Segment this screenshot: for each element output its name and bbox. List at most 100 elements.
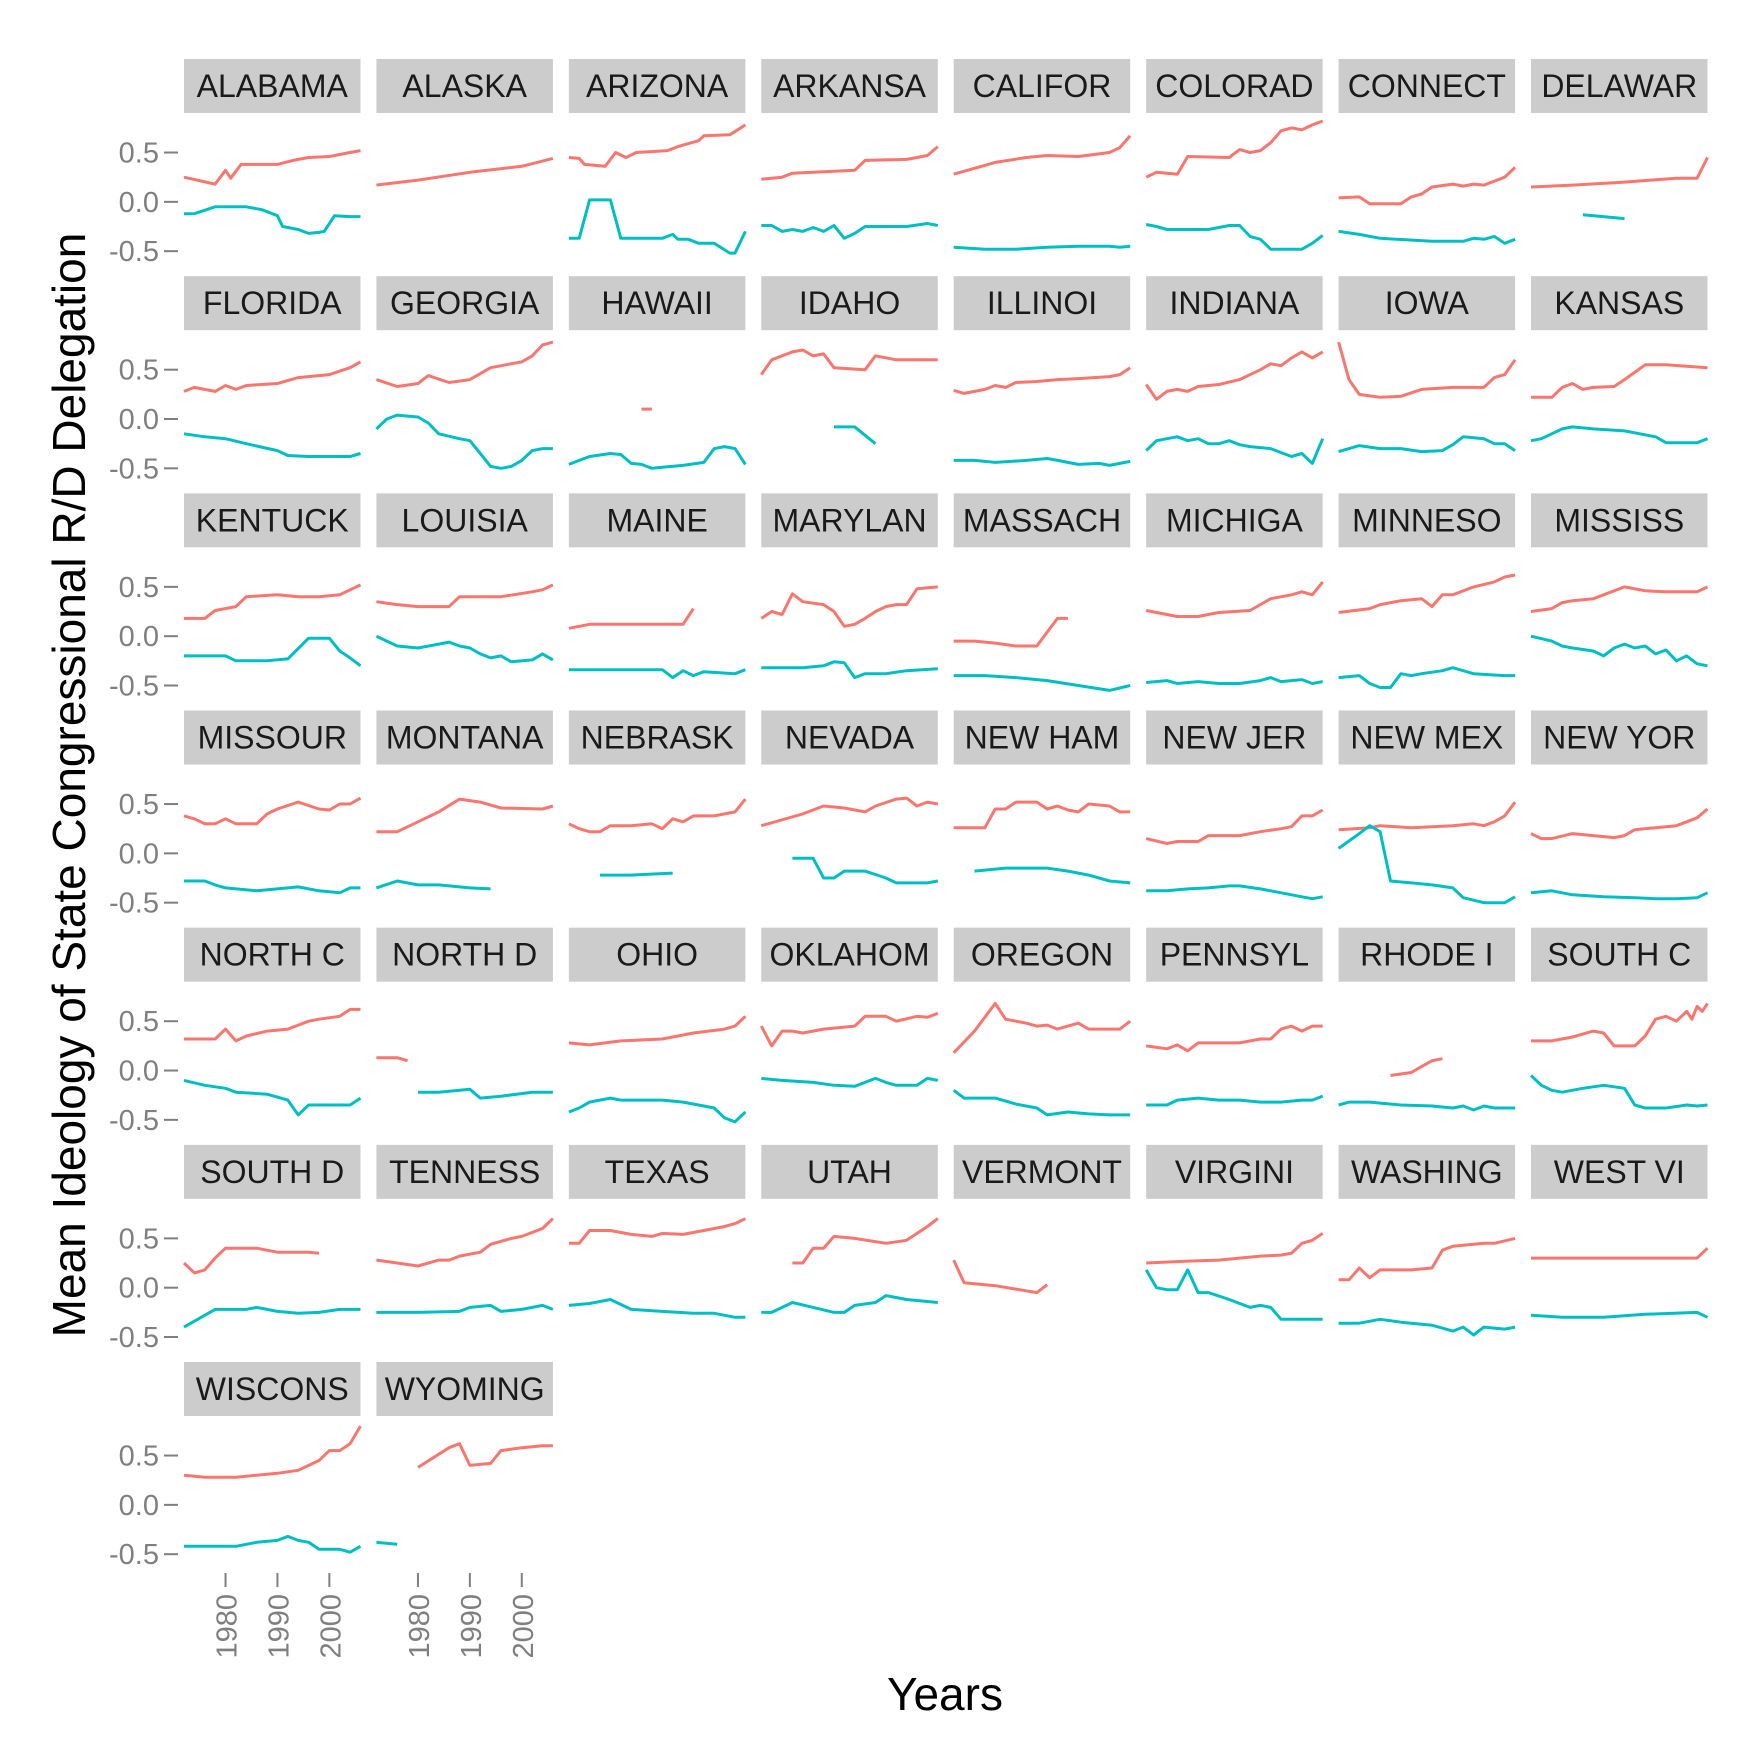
facet-panel-south-d: SOUTH D 0.5 0.0 -0.5	[109, 1144, 361, 1354]
democrat-line	[1146, 676, 1323, 685]
facet-strip-label: MAINE	[606, 502, 707, 538]
facet-strip	[568, 493, 746, 548]
y-tick-label: 0.5	[119, 138, 159, 170]
facet-strip	[184, 493, 361, 548]
facet-strip-label: ALASKA	[402, 68, 527, 104]
democrat-line	[600, 871, 673, 877]
republican-line	[1145, 1024, 1323, 1053]
democrat-line	[1530, 1310, 1709, 1319]
facet-panels: ALABAMA 0.5 0.0 -0.5 ALASKA ARIZONA ARKANSA CAL…	[109, 59, 1709, 1659]
facet-strip	[1146, 493, 1323, 548]
republican-line	[376, 1217, 554, 1268]
facet-strip-label: IDAHO	[799, 285, 900, 321]
republican-line	[953, 616, 1068, 648]
facet-strip	[1338, 59, 1516, 113]
y-tick-label: 0.5	[119, 1441, 159, 1473]
facet-panel-califor: CALIFOR	[953, 59, 1132, 251]
y-tick-label: -0.5	[109, 1105, 159, 1137]
democrat-line	[1145, 223, 1324, 251]
facet-strip	[184, 1362, 361, 1417]
republican-line	[568, 1015, 747, 1047]
facet-strip	[376, 1144, 553, 1199]
facet-panel-texas: TEXAS	[568, 1144, 747, 1319]
y-tick-label: 0.0	[119, 404, 159, 436]
republican-line	[1144, 350, 1324, 401]
facet-panel-delawar: DELAWAR	[1530, 59, 1709, 221]
facet-strip	[184, 710, 361, 765]
facet-strip	[1146, 1144, 1323, 1199]
facet-strip-label: TEXAS	[605, 1154, 710, 1190]
facet-strip	[376, 927, 553, 982]
republican-line	[568, 798, 747, 834]
facet-strip	[376, 276, 553, 331]
republican-line	[1146, 1232, 1324, 1265]
facet-strip	[953, 927, 1131, 982]
facet-strip-label: NEW JER	[1162, 720, 1306, 756]
facet-strip	[761, 1144, 938, 1199]
republican-line	[183, 796, 362, 826]
facet-strip	[1338, 927, 1516, 982]
facet-panel-alaska: ALASKA	[376, 59, 554, 187]
facet-panel-colorad: COLORAD	[1145, 59, 1324, 251]
facet-strip	[376, 1362, 553, 1417]
democrat-line	[953, 244, 1131, 251]
republican-line	[183, 360, 362, 393]
republican-line	[759, 1011, 939, 1048]
facet-strip	[761, 59, 938, 113]
facet-strip	[184, 1144, 361, 1199]
facet-strip-label: SOUTH C	[1547, 937, 1691, 973]
facet-panel-north-d: NORTH D	[376, 927, 553, 1100]
facet-panel-mississ: MISSISS	[1530, 493, 1709, 668]
facet-strip-label: NEW MEX	[1350, 720, 1503, 756]
republican-line	[1530, 807, 1709, 841]
facet-panel-indiana: INDIANA	[1144, 276, 1325, 465]
facet-panel-kansas: KANSAS	[1530, 276, 1709, 445]
facet-panel-iowa: IOWA	[1337, 276, 1517, 454]
facet-strip	[568, 276, 746, 331]
democrat-line	[184, 1534, 362, 1554]
republican-line	[1338, 166, 1517, 206]
republican-line	[1531, 363, 1708, 399]
democrat-line	[1338, 1100, 1516, 1112]
facet-strip	[1146, 59, 1323, 113]
republican-line	[1531, 1247, 1709, 1260]
democrat-line	[1338, 1317, 1516, 1337]
facet-panel-wyoming: WYOMING 1980 1990 2000	[376, 1362, 553, 1659]
democrat-line	[761, 660, 938, 680]
republican-line	[760, 585, 938, 628]
republican-line	[1145, 119, 1324, 179]
democrat-line	[1338, 666, 1516, 689]
facet-panel-minneso: MINNESO	[1338, 493, 1516, 689]
facet-strip-label: KANSAS	[1554, 285, 1684, 321]
y-tick-label: 0.5	[119, 1006, 159, 1038]
x-tick-label: 1980	[212, 1594, 244, 1659]
facet-strip-label: WISCONS	[196, 1371, 349, 1407]
y-tick-label: 0.0	[119, 1056, 159, 1088]
democrat-line	[974, 866, 1131, 885]
democrat-line	[568, 668, 746, 680]
facet-strip-label: ALABAMA	[197, 68, 349, 104]
facet-strip-label: CALIFOR	[973, 68, 1112, 104]
republican-line	[376, 583, 554, 609]
facet-strip-label: DELAWAR	[1541, 68, 1697, 104]
democrat-line	[568, 198, 747, 255]
democrat-line	[1337, 824, 1516, 905]
facet-panel-idaho: IDAHO	[760, 276, 938, 445]
facet-strip-label: MINNESO	[1352, 502, 1501, 538]
republican-line	[184, 583, 362, 620]
republican-line	[1531, 1002, 1709, 1048]
facet-panel-kentuck: KENTUCK 0.5 0.0 -0.5	[109, 493, 362, 703]
y-tick-label: -0.5	[109, 888, 159, 920]
facet-strip	[568, 1144, 746, 1199]
facet-panel-georgia: GEORGIA	[375, 276, 554, 470]
facet-strip-label: OREGON	[971, 937, 1113, 973]
democrat-line	[1338, 229, 1516, 245]
facet-strip-label: SOUTH D	[200, 1154, 344, 1190]
y-tick-label: 0.5	[119, 572, 159, 604]
facet-strip	[1531, 1144, 1708, 1199]
facet-strip	[761, 927, 938, 982]
facet-panel-arkansa: ARKANSA	[761, 59, 939, 240]
facet-strip-label: IOWA	[1385, 285, 1470, 321]
democrat-line	[952, 1089, 1131, 1117]
